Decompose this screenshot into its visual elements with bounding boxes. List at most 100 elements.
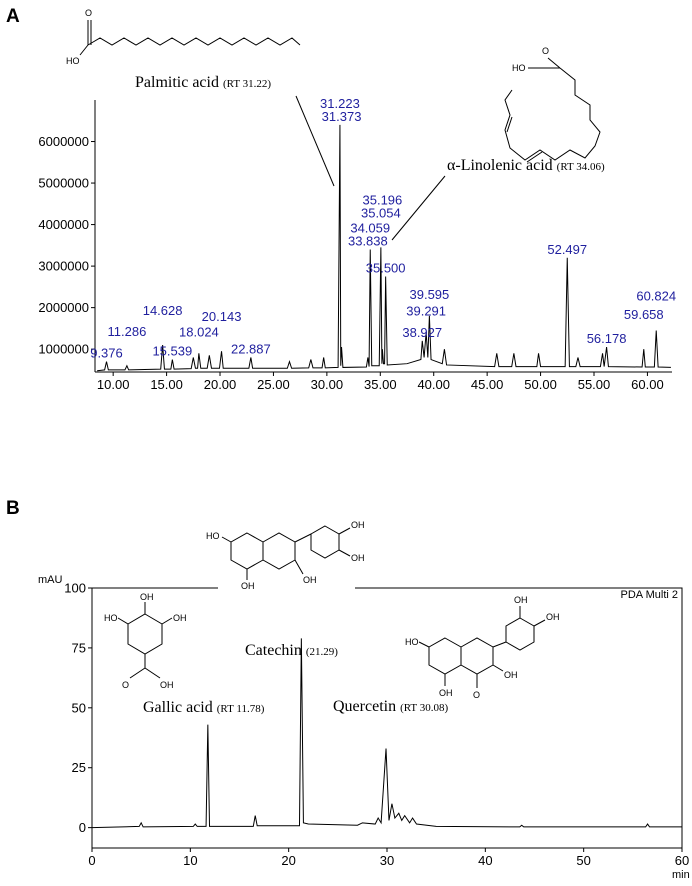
peak-label: 15.539 xyxy=(152,344,192,359)
x-tick-label: 30 xyxy=(380,853,394,868)
atom-label: OH xyxy=(241,581,255,591)
compound-name: α-Linolenic acid xyxy=(447,157,553,174)
y-tick-label: 1000000 xyxy=(38,342,89,357)
peak-label: 35.054 xyxy=(361,205,401,220)
y-tick-label: 100 xyxy=(64,581,86,596)
plots: 1000000 2000000 3000000 4000000 5000000 60000… xyxy=(38,96,690,881)
y-tick-label: 6000000 xyxy=(38,134,89,149)
atom-label: OH xyxy=(173,613,187,623)
atom-label: HO xyxy=(512,63,526,73)
peak-label: 52.497 xyxy=(547,242,587,257)
atom-label: O xyxy=(85,8,92,18)
y-tick-label: 2000000 xyxy=(38,300,89,315)
detector-label: PDA Multi 2 xyxy=(621,589,678,601)
y-tick-label: 4000000 xyxy=(38,217,89,232)
y-tick-label: 75 xyxy=(72,640,86,655)
x-tick-label: 30.00 xyxy=(311,377,344,392)
atom-label: HO xyxy=(66,56,80,66)
x-tick-label: 40.00 xyxy=(417,377,450,392)
compound-name: Quercetin xyxy=(333,698,396,715)
peak-label: 14.628 xyxy=(143,303,183,318)
atom-label: OH xyxy=(140,592,154,602)
peak-label: 59.658 xyxy=(624,307,664,322)
peak-label: 33.838 xyxy=(348,233,388,248)
x-tick-label: 10.00 xyxy=(97,377,130,392)
chromatogram-line xyxy=(97,124,671,372)
x-tick-label: 15.00 xyxy=(150,377,183,392)
x-tick-label: 60.00 xyxy=(631,377,664,392)
peak-label: 9.376 xyxy=(90,346,123,361)
y-tick-label: 0 xyxy=(79,820,86,835)
peak-label: 18.024 xyxy=(179,324,219,339)
atom-label: OH xyxy=(504,670,518,680)
x-tick-label: 50 xyxy=(576,853,590,868)
compound-annotation: Catechin (21.29) xyxy=(245,642,338,659)
atom-label: HO xyxy=(405,637,419,647)
peak-label: 56.178 xyxy=(587,331,627,346)
atom-label: O xyxy=(122,680,129,690)
atom-label: HO xyxy=(104,613,118,623)
atom-label: OH xyxy=(351,553,365,563)
chromatogram-line xyxy=(91,638,682,829)
peak-label: 20.143 xyxy=(202,309,242,324)
atom-label: O xyxy=(542,46,549,56)
y-tick-label: 5000000 xyxy=(38,176,89,191)
compound-rt: (RT 31.22) xyxy=(223,78,271,90)
x-tick-label: 0 xyxy=(88,853,95,868)
palmitic-structure: O HO xyxy=(66,8,301,66)
panel-label: A xyxy=(6,6,20,27)
compound-name: Gallic acid xyxy=(143,699,213,716)
x-tick-label: 10 xyxy=(183,853,197,868)
pointer-line xyxy=(295,95,335,187)
linolenic-structure: O HO xyxy=(504,46,601,163)
compound-annotation: α-Linolenic acid (RT 34.06) xyxy=(447,157,605,174)
quercetin-structure: HO OH O OH OH OH xyxy=(405,595,560,700)
y-tick-label: 50 xyxy=(72,700,86,715)
atom-label: HO xyxy=(206,531,220,541)
peak-label: 31.223 xyxy=(320,96,360,111)
peak-label: 39.595 xyxy=(410,287,450,302)
compound-rt: (RT 30.08) xyxy=(400,702,448,714)
pointer-line xyxy=(391,175,446,241)
compound-name: Palmitic acid xyxy=(135,74,219,91)
compound-rt: (RT 34.06) xyxy=(557,161,605,173)
peak-label: 60.824 xyxy=(636,288,676,303)
x-tick-label: 35.00 xyxy=(364,377,397,392)
atom-label: OH xyxy=(351,520,365,530)
peak-label: 34.059 xyxy=(350,220,390,235)
atom-label: O xyxy=(473,690,480,700)
atom-label: OH xyxy=(439,688,453,698)
x-tick-label: 45.00 xyxy=(471,377,504,392)
x-axis-label: min xyxy=(672,869,690,881)
panel-label: B xyxy=(6,498,20,519)
x-tick-label: 60 xyxy=(675,853,689,868)
x-tick-label: 25.00 xyxy=(257,377,290,392)
y-tick-label: 25 xyxy=(72,760,86,775)
y-tick-label: 3000000 xyxy=(38,259,89,274)
peak-label: 35.196 xyxy=(363,192,403,207)
atom-label: OH xyxy=(546,612,560,622)
y-axis-label: mAU xyxy=(38,574,63,586)
plot-frame xyxy=(91,587,683,849)
catechin-structure: HO OH OH OH OH xyxy=(206,520,365,595)
compound-annotation: Gallic acid (RT 11.78) xyxy=(143,699,265,716)
compound-annotation: Quercetin (RT 30.08) xyxy=(333,698,448,715)
compound-name: Catechin xyxy=(245,642,302,659)
atom-label: OH xyxy=(514,595,528,605)
atom-label: OH xyxy=(160,680,174,690)
compound-rt: (RT 11.78) xyxy=(217,703,265,715)
x-tick-label: 50.00 xyxy=(524,377,557,392)
peak-label: 31.373 xyxy=(322,109,362,124)
x-tick-label: 20.00 xyxy=(204,377,237,392)
peak-label: 38.927 xyxy=(402,325,442,340)
peak-label: 22.887 xyxy=(231,341,271,356)
compound-rt: (21.29) xyxy=(306,646,338,658)
x-tick-label: 40 xyxy=(478,853,492,868)
x-tick-label: 20 xyxy=(281,853,295,868)
peak-label: 35.500 xyxy=(366,260,406,275)
peak-label: 11.286 xyxy=(108,324,147,339)
x-tick-label: 55.00 xyxy=(578,377,611,392)
compound-annotation: Palmitic acid (RT 31.22) xyxy=(135,74,271,91)
